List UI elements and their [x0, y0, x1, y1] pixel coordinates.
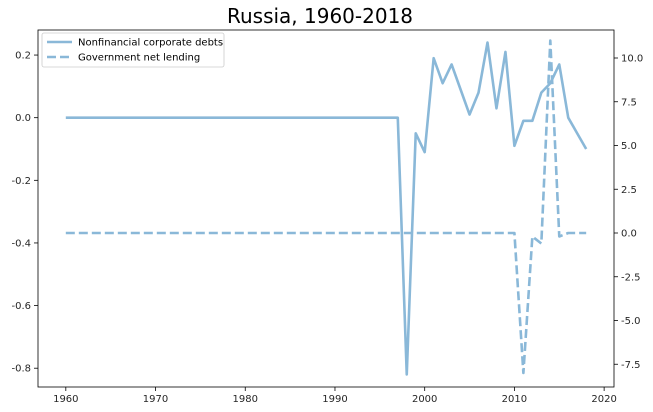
y-left-tick-label: 0.0: [15, 113, 31, 124]
y-right-tick-label: 0.0: [621, 229, 637, 240]
x-tick-label: 2020: [591, 394, 616, 405]
x-axis: 1960 1970 1980 1990 2000 2010 2020: [53, 387, 617, 405]
series-line-nonfinancial-corporate-debts: [65, 41, 588, 376]
y-right-tick-label: -7.5: [621, 360, 641, 371]
x-tick-label: 2010: [502, 394, 527, 405]
y-right-tick-label: -5.0: [621, 316, 641, 327]
y-right-tick-label: 5.0: [621, 141, 637, 152]
legend-frame: [41, 32, 225, 68]
y-left-tick-label: -0.8: [11, 364, 31, 375]
plot-area-frame: [37, 29, 615, 388]
legend-label: Government net lending: [78, 53, 200, 64]
x-tick-label: 2000: [412, 394, 437, 405]
y-right-tick-label: 2.5: [621, 185, 637, 196]
y-left-tick-label: -0.6: [11, 301, 31, 312]
y-axis-left: -0.8 -0.6 -0.4 -0.2 0.0 0.2: [11, 51, 38, 375]
y-right-tick-label: 7.5: [621, 97, 637, 108]
x-tick-label: 1980: [233, 394, 258, 405]
y-right-tick-label: 10.0: [621, 54, 643, 65]
y-left-tick-label: 0.2: [15, 51, 31, 62]
y-left-tick-label: -0.2: [11, 176, 31, 187]
y-right-tick-label: -2.5: [621, 272, 641, 283]
legend: Nonfinancial corporate debts Government n…: [41, 32, 225, 68]
chart-title: Russia, 1960-2018: [227, 4, 413, 28]
legend-label: Nonfinancial corporate debts: [78, 38, 223, 49]
x-tick-label: 1990: [322, 394, 347, 405]
y-axis-right: -7.5 -5.0 -2.5 0.0 2.5 5.0 7.5 10.0: [614, 54, 643, 371]
series-layer: [65, 39, 588, 376]
x-tick-label: 1970: [143, 394, 168, 405]
y-left-tick-label: -0.4: [11, 238, 31, 249]
x-tick-label: 1960: [53, 394, 78, 405]
series-line-government-net-lending: [65, 39, 587, 375]
